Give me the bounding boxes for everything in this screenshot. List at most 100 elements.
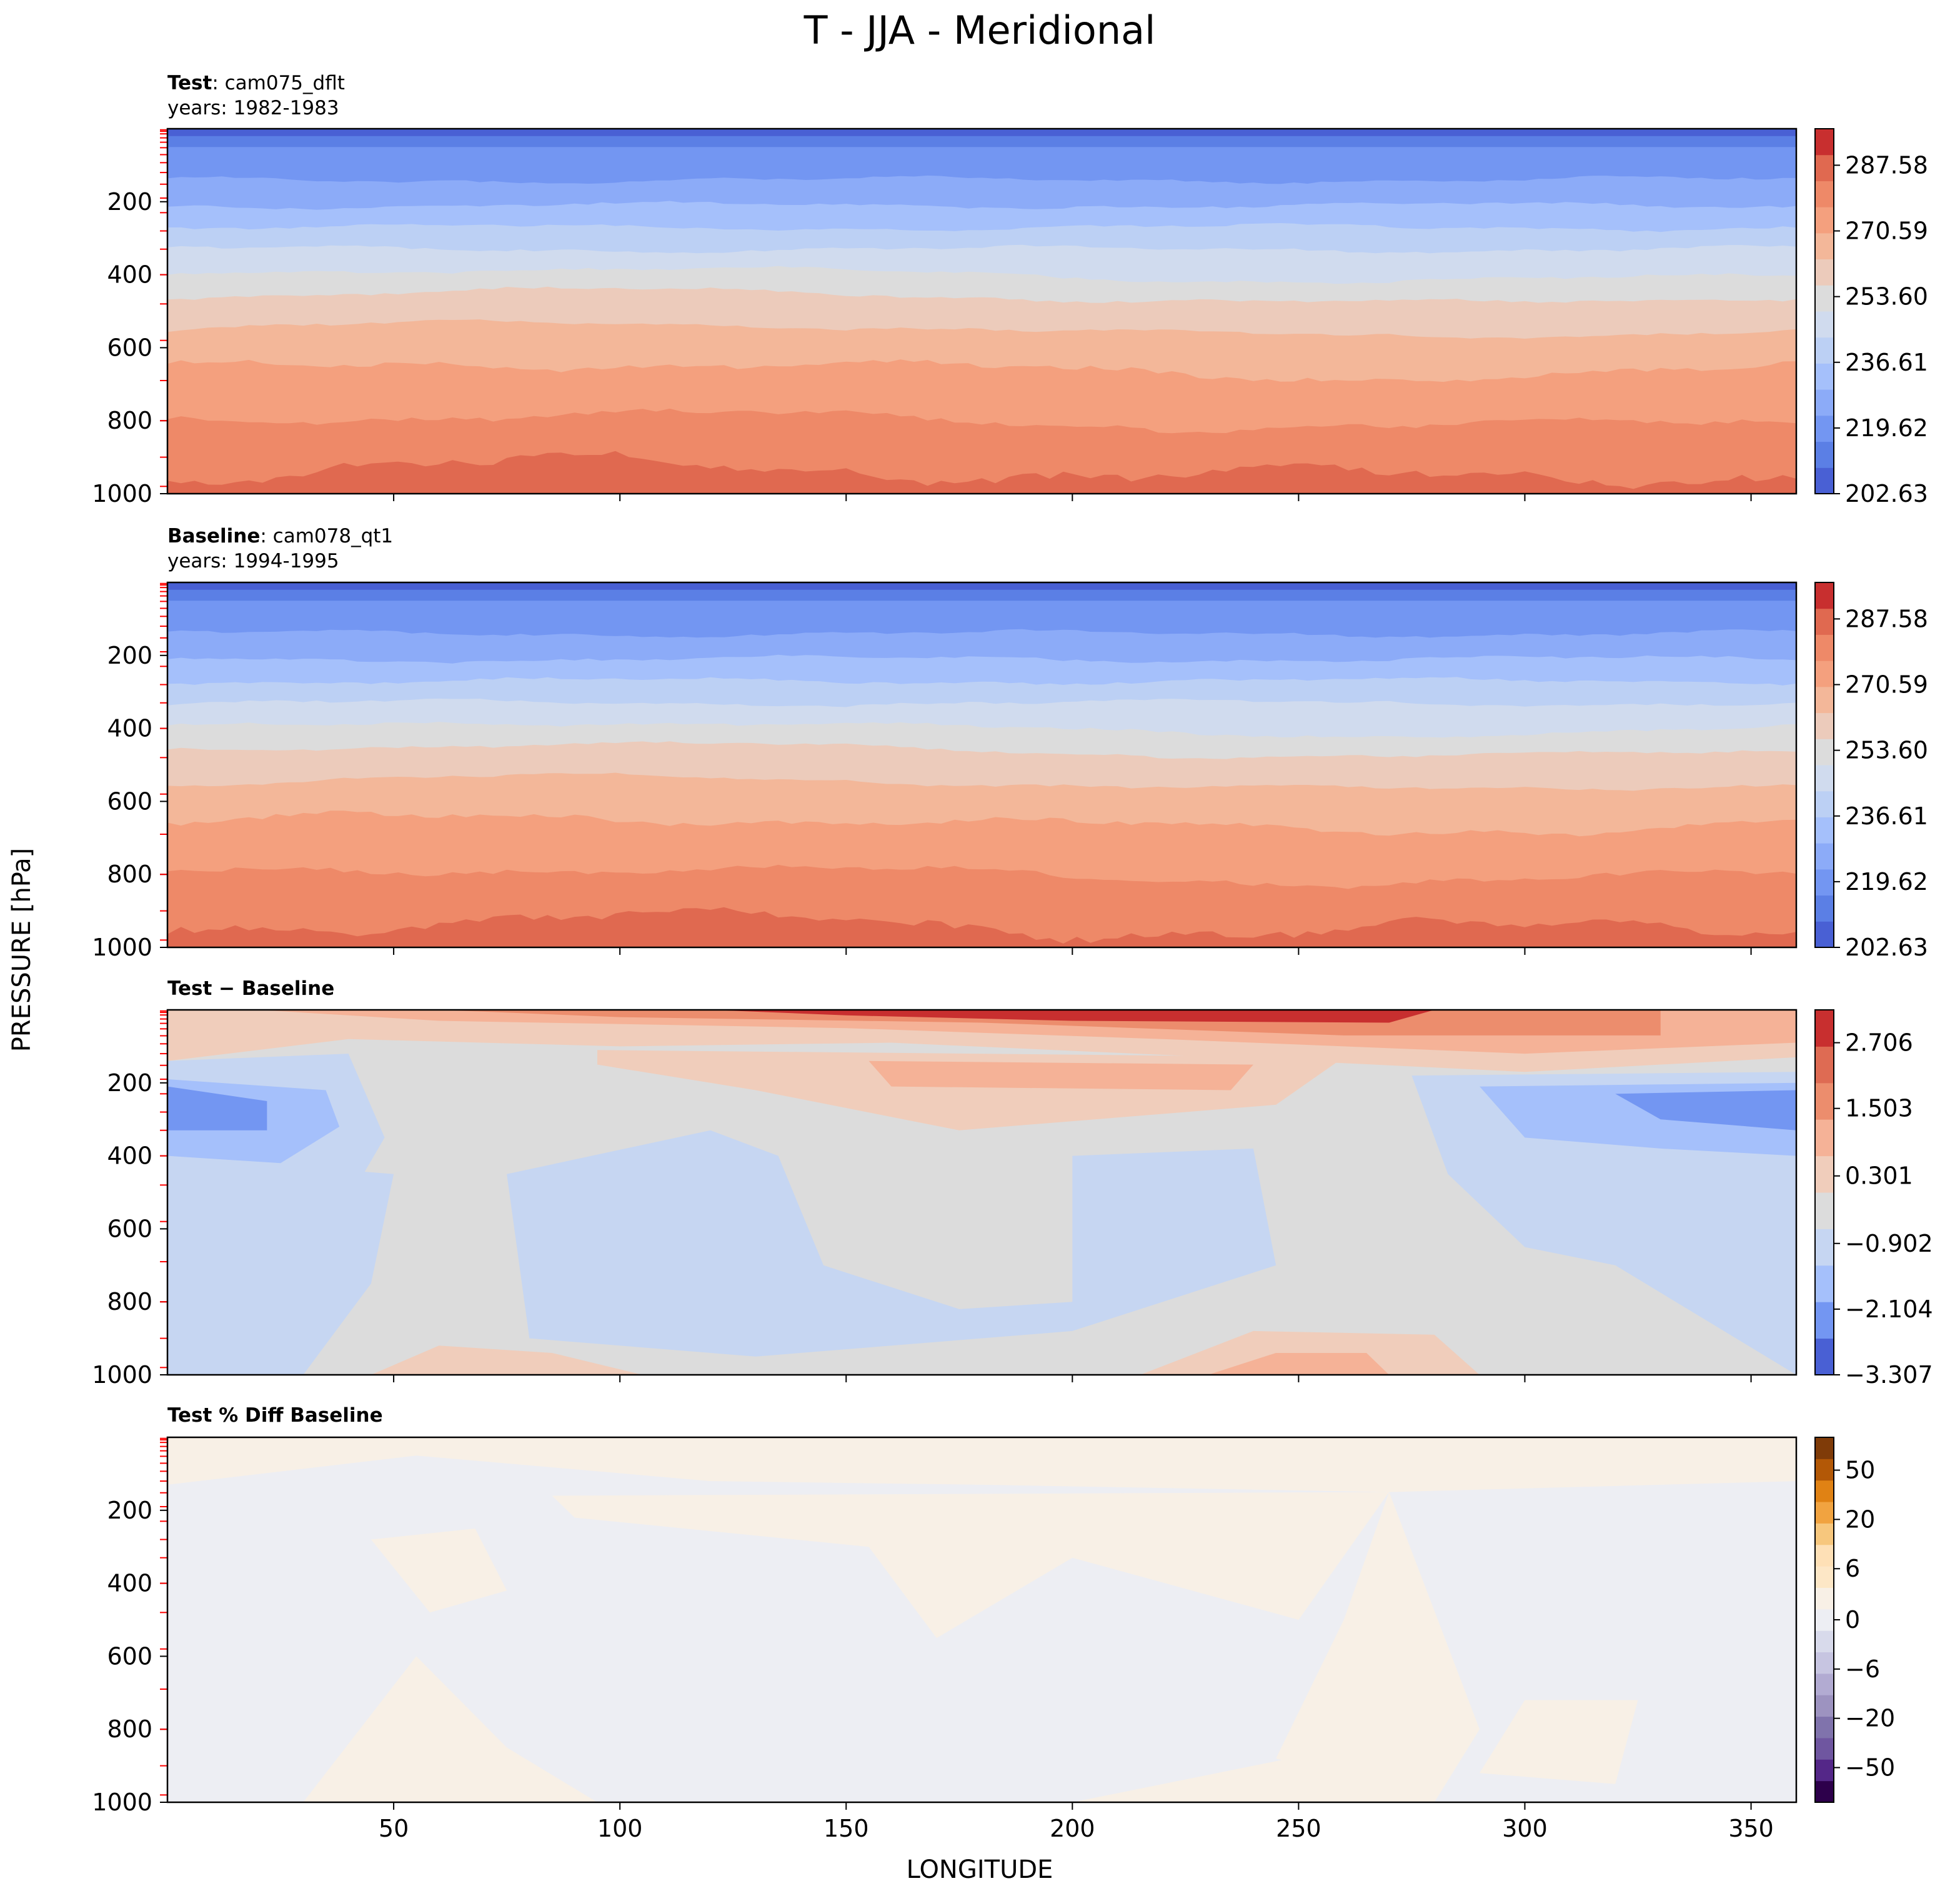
panel-test-title-bold: Test xyxy=(167,72,212,94)
colorbar-swatch-9 xyxy=(1815,232,1834,260)
plot-frame xyxy=(166,1436,1798,1804)
figure-title: T - JJA - Meridional xyxy=(803,7,1156,53)
contour-band-12 xyxy=(167,907,1796,947)
colorbar-swatch-4 xyxy=(1815,1192,1834,1229)
y-tick-label-200: 200 xyxy=(107,1069,152,1097)
y-tick-label-1000: 1000 xyxy=(92,1361,152,1389)
colorbar-swatch-12 xyxy=(1815,1523,1834,1545)
contour-region-5 xyxy=(1072,1747,1435,1802)
colorbar-swatch-0 xyxy=(1815,921,1834,948)
colorbar-swatch-6 xyxy=(1815,311,1834,338)
colorbar-swatch-3 xyxy=(1815,389,1834,416)
x-tick-label-50: 50 xyxy=(379,1815,409,1842)
colorbar-swatch-13 xyxy=(1815,1502,1834,1524)
colorbar-swatch-5 xyxy=(1815,1155,1834,1193)
colorbar-tick-label-2: 6 xyxy=(1845,1555,1860,1582)
contour-region-5 xyxy=(868,1060,1253,1090)
colorbar-swatch-10 xyxy=(1815,661,1834,687)
contour-region-0 xyxy=(167,1437,1796,1492)
colorbar-swatch-15 xyxy=(1815,1459,1834,1481)
panel-baseline-contours xyxy=(167,582,1796,947)
colorbar-tick-label-5: 202.63 xyxy=(1845,934,1928,961)
colorbar-swatch-13 xyxy=(1815,582,1834,609)
y-tick-label-800: 800 xyxy=(107,1288,152,1315)
y-tick-label-800: 800 xyxy=(107,407,152,434)
y-tick-label-400: 400 xyxy=(107,715,152,742)
y-tick-label-200: 200 xyxy=(107,188,152,216)
colorbar-swatch-0 xyxy=(1815,467,1834,494)
colorbar-tick-label-3: 236.61 xyxy=(1845,349,1928,376)
panel-baseline-years: years: 1994-1995 xyxy=(167,550,339,572)
colorbar-swatch-0 xyxy=(1815,1780,1834,1803)
colorbar-tick-label-0: 287.58 xyxy=(1845,605,1928,632)
x-tick-label-300: 300 xyxy=(1502,1815,1548,1842)
y-tick-label-600: 600 xyxy=(107,1215,152,1242)
colorbar-swatch-7 xyxy=(1815,739,1834,766)
panel-test: Test: cam075_dflt years: 1982-1983 200 40… xyxy=(92,72,1928,507)
x-axis-label: LONGITUDE xyxy=(907,1855,1053,1884)
contour-region-3 xyxy=(371,1529,507,1613)
colorbar-swatch-3 xyxy=(1815,1716,1834,1739)
colorbar-swatch-10 xyxy=(1815,1566,1834,1588)
panel-diff-axes: 200 400 600 800 1000 xyxy=(92,1009,1798,1389)
colorbar-swatch-13 xyxy=(1815,129,1834,156)
panel-diff-title: Test − Baseline xyxy=(167,977,334,1000)
contour-region-13 xyxy=(1615,1090,1796,1130)
y-tick-label-1000: 1000 xyxy=(92,480,152,507)
colorbar-tick-label-4: 219.62 xyxy=(1845,414,1928,442)
y-tick-label-400: 400 xyxy=(107,1570,152,1597)
panel-diff-colorbar: 2.706 1.503 0.301 −0.902 −2.104 −3.307 xyxy=(1814,1009,1933,1389)
colorbar-swatch-0 xyxy=(1815,1338,1834,1375)
colorbar-tick-label-1: 20 xyxy=(1845,1505,1875,1533)
colorbar-swatch-9 xyxy=(1815,1587,1834,1610)
panel-test-title: Test: cam075_dflt xyxy=(167,72,345,94)
contour-region-14 xyxy=(371,1345,643,1375)
colorbar-swatch-8 xyxy=(1815,1046,1834,1084)
colorbar-swatch-2 xyxy=(1815,415,1834,442)
y-tick-label-200: 200 xyxy=(107,642,152,669)
panel-baseline-title-bold: Baseline xyxy=(167,525,260,547)
colorbar-tick-label-5: 202.63 xyxy=(1845,480,1928,507)
colorbar-swatch-2 xyxy=(1815,869,1834,896)
colorbar-tick-label-4: 219.62 xyxy=(1845,868,1928,896)
y-tick-label-600: 600 xyxy=(107,1642,152,1670)
y-tick-label-400: 400 xyxy=(107,261,152,289)
colorbar-swatch-1 xyxy=(1815,895,1834,922)
contour-region-1 xyxy=(552,1492,1390,1639)
colorbar-tick-label-4: −2.104 xyxy=(1845,1295,1933,1323)
colorbar-swatch-8 xyxy=(1815,259,1834,286)
contour-region-4 xyxy=(303,1656,597,1802)
colorbar-swatch-6 xyxy=(1815,1652,1834,1674)
panel-test-title-name: : cam075_dflt xyxy=(212,72,345,94)
colorbar-swatch-7 xyxy=(1815,285,1834,312)
colorbar-frame xyxy=(1814,582,1834,948)
colorbar-tick-label-1: 1.503 xyxy=(1845,1095,1913,1122)
panel-diff: Test − Baseline 200 400 600 800 1000 2.706 1.… xyxy=(92,977,1933,1389)
colorbar-tick-label-5: −20 xyxy=(1845,1705,1895,1732)
panel-pct-contours xyxy=(167,1437,1796,1802)
colorbar-swatch-7 xyxy=(1815,1630,1834,1653)
y-tick-label-600: 600 xyxy=(107,787,152,815)
contour-region-9 xyxy=(167,1155,394,1375)
colorbar-swatch-1 xyxy=(1815,1302,1834,1339)
panel-baseline-title-name: : cam078_qt1 xyxy=(260,525,393,547)
colorbar-swatch-4 xyxy=(1815,363,1834,390)
colorbar-frame xyxy=(1814,128,1834,494)
colorbar-swatch-9 xyxy=(1815,686,1834,714)
colorbar-swatch-12 xyxy=(1815,154,1834,181)
colorbar-tick-label-6: −50 xyxy=(1845,1754,1895,1782)
y-tick-label-400: 400 xyxy=(107,1142,152,1170)
contour-region-3 xyxy=(710,1010,1435,1023)
y-tick-label-800: 800 xyxy=(107,1715,152,1743)
colorbar-swatch-14 xyxy=(1815,1480,1834,1502)
contour-region-2 xyxy=(1276,1492,1480,1802)
x-tick-label-350: 350 xyxy=(1728,1815,1774,1842)
plot-frame xyxy=(166,581,1798,949)
colorbar-swatch-16 xyxy=(1815,1437,1834,1459)
panel-pct-colorbar: 50 20 6 0 −6 −20 −50 xyxy=(1814,1437,1895,1803)
colorbar-swatch-1 xyxy=(1815,441,1834,468)
panel-test-axes: 200 400 600 800 1000 xyxy=(92,127,1798,507)
panel-test-contours xyxy=(167,129,1796,494)
colorbar-tick-label-4: −6 xyxy=(1845,1655,1880,1683)
